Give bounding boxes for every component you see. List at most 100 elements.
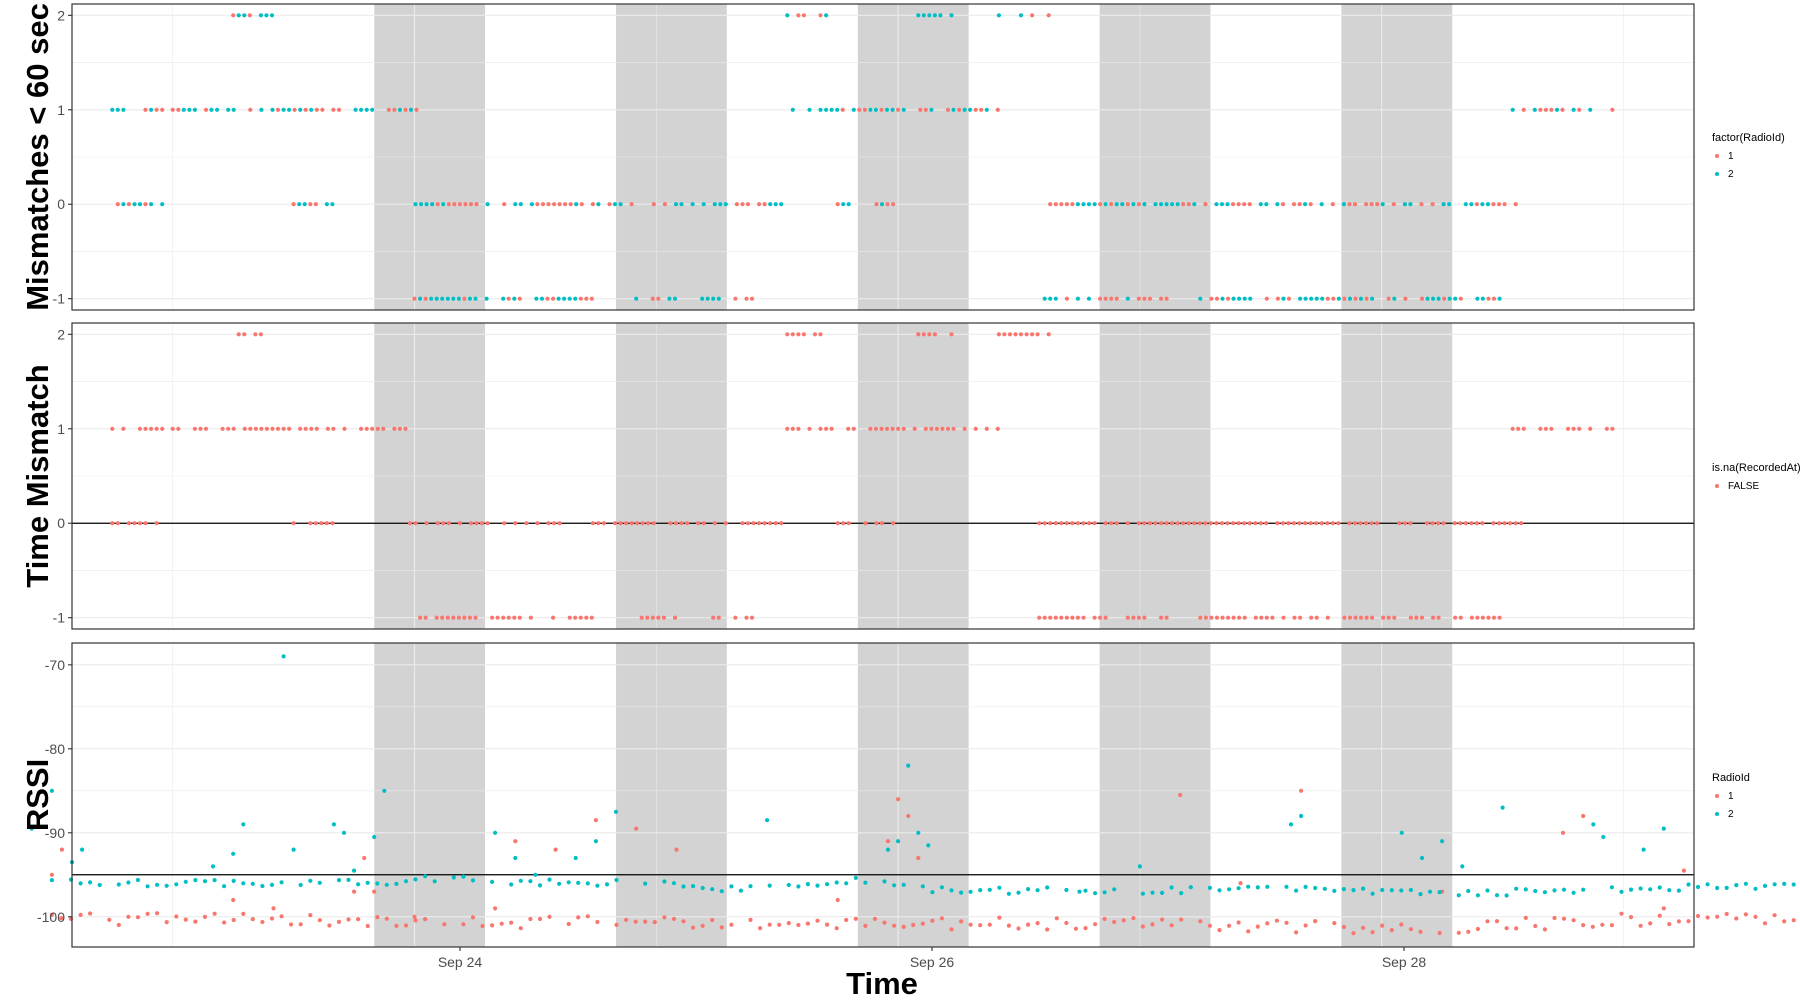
data-point — [275, 107, 281, 112]
data-point — [681, 884, 686, 889]
data-point — [1048, 521, 1053, 526]
legend-key-1 — [1715, 794, 1719, 798]
data-point — [711, 615, 716, 620]
data-point — [1554, 107, 1560, 112]
data-point — [884, 107, 890, 112]
data-point — [573, 296, 578, 301]
data-point — [962, 107, 967, 112]
data-point — [1475, 926, 1480, 932]
data-point — [1264, 615, 1269, 620]
y-tick-label: 2 — [57, 7, 65, 23]
data-point — [452, 202, 457, 207]
data-point — [456, 615, 461, 620]
data-point — [1657, 885, 1662, 890]
data-point — [248, 107, 253, 112]
data-point — [740, 202, 745, 207]
data-point — [170, 426, 175, 431]
data-point — [1136, 202, 1141, 207]
data-point — [423, 874, 428, 879]
data-point — [1715, 914, 1720, 919]
data-point — [690, 202, 695, 207]
data-point — [501, 615, 506, 620]
data-point — [1121, 918, 1126, 923]
data-point — [1782, 919, 1787, 924]
data-point — [1103, 202, 1108, 207]
data-point — [767, 883, 772, 888]
data-point — [1475, 893, 1480, 898]
data-point — [932, 13, 938, 18]
data-point — [1419, 855, 1425, 861]
x-axis-title: Time — [846, 966, 918, 1000]
data-point — [176, 107, 181, 112]
data-point — [308, 913, 313, 918]
data-point — [1160, 890, 1165, 896]
data-point — [918, 107, 923, 112]
data-point — [945, 426, 951, 431]
data-point — [1209, 296, 1214, 301]
data-point — [382, 788, 387, 793]
data-point — [1427, 889, 1433, 894]
data-point — [896, 107, 901, 112]
data-point — [1336, 296, 1341, 301]
data-point — [940, 426, 945, 431]
data-point — [1762, 883, 1768, 889]
data-point — [1227, 923, 1232, 928]
data-point — [1734, 883, 1739, 888]
data-point — [1389, 928, 1394, 933]
data-point — [1303, 923, 1308, 928]
data-point — [1092, 202, 1097, 207]
data-point — [1724, 885, 1729, 891]
data-point — [1486, 296, 1491, 301]
data-point — [435, 521, 440, 526]
data-point — [805, 921, 811, 926]
y-ticks: -1 0 1 2 — [53, 7, 72, 307]
data-point — [49, 878, 55, 883]
data-point — [1236, 886, 1241, 891]
data-point — [1364, 202, 1369, 207]
data-point — [590, 521, 596, 526]
data-point — [553, 847, 558, 852]
data-point — [1188, 885, 1193, 890]
data-point — [846, 521, 851, 526]
data-point — [1086, 521, 1092, 526]
data-point — [796, 922, 801, 928]
data-point — [773, 521, 778, 526]
data-point — [518, 202, 523, 207]
data-point — [1258, 521, 1263, 526]
data-point — [1292, 615, 1297, 620]
data-point — [392, 426, 397, 431]
data-point — [901, 882, 906, 887]
data-point — [518, 878, 523, 883]
data-point — [576, 880, 581, 886]
data-point — [222, 884, 227, 889]
data-point — [1007, 332, 1013, 337]
data-point — [445, 615, 450, 620]
data-point — [891, 521, 896, 526]
data-point — [174, 914, 179, 919]
data-point — [174, 882, 179, 887]
data-point — [1609, 885, 1614, 890]
data-point — [643, 919, 648, 924]
data-point — [1275, 296, 1280, 301]
data-point — [1255, 885, 1260, 890]
data-point — [317, 880, 322, 885]
data-point — [320, 107, 325, 112]
data-point — [796, 884, 801, 889]
data-point — [1332, 921, 1337, 926]
data-point — [930, 890, 935, 895]
data-point — [1762, 921, 1768, 926]
data-point — [1581, 923, 1586, 928]
data-point — [1016, 926, 1021, 931]
data-point — [1159, 521, 1164, 526]
x-tick-sep-26: Sep 26 — [910, 947, 955, 970]
data-point — [578, 615, 583, 620]
data-point — [1064, 296, 1069, 301]
x-tick-label: Sep 26 — [910, 954, 955, 970]
data-point — [336, 919, 342, 925]
data-point — [1102, 890, 1107, 895]
data-point — [231, 13, 236, 18]
data-point — [1150, 890, 1155, 895]
data-point — [303, 107, 308, 112]
data-point — [921, 332, 926, 337]
data-point — [1153, 202, 1158, 207]
